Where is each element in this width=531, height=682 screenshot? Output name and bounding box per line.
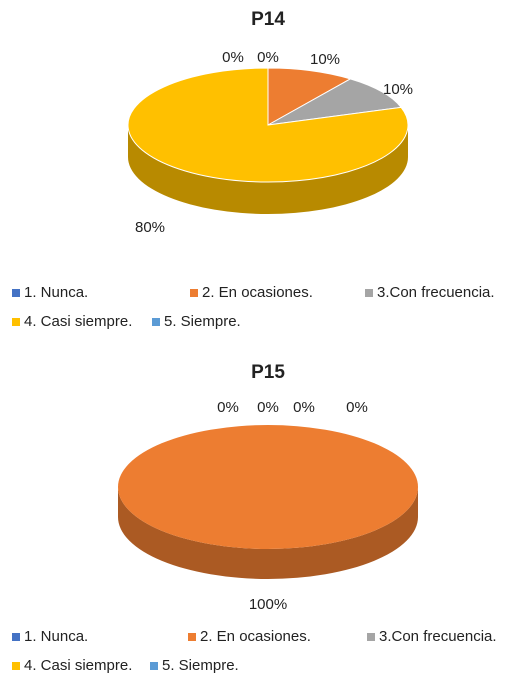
legend-swatch: [365, 289, 373, 297]
legend-swatch: [152, 318, 160, 326]
slice: [267, 67, 352, 126]
data-label: 100%: [249, 596, 287, 613]
legend-swatch: [188, 633, 196, 641]
legend-label: 5. Siempre.: [162, 657, 239, 674]
legend-label: 2. En ocasiones.: [200, 628, 311, 645]
data-label: 0%: [222, 49, 244, 66]
slice-side: [118, 487, 418, 579]
slice: [118, 425, 418, 549]
legend-label: 1. Nunca.: [24, 284, 88, 301]
data-label: 0%: [257, 399, 279, 416]
data-label: 0%: [293, 399, 315, 416]
data-label: 10%: [383, 81, 413, 98]
legend-swatch: [12, 318, 20, 326]
data-label: 0%: [346, 399, 368, 416]
legend-label: 4. Casi siempre.: [24, 313, 132, 330]
slice: [267, 78, 403, 126]
legend-label: 4. Casi siempre.: [24, 657, 132, 674]
legend-label: 3.Con frecuencia.: [377, 284, 495, 301]
data-label: 80%: [135, 219, 165, 236]
legend-label: 2. En ocasiones.: [202, 284, 313, 301]
legend-label: 3.Con frecuencia.: [379, 628, 497, 645]
legend-label: 1. Nunca.: [24, 628, 88, 645]
legend-swatch: [12, 662, 20, 670]
legend-swatch: [367, 633, 375, 641]
legend-label: 5. Siempre.: [164, 313, 241, 330]
data-label: 0%: [257, 49, 279, 66]
legend-swatch: [12, 633, 20, 641]
slice-side: [128, 125, 408, 214]
legend-swatch: [12, 289, 20, 297]
data-label: 10%: [310, 51, 340, 68]
legend-swatch: [150, 662, 158, 670]
chart-title: P14: [251, 9, 285, 30]
legend-swatch: [190, 289, 198, 297]
chart-title: P15: [251, 362, 285, 383]
slice: [127, 67, 409, 183]
data-label: 0%: [217, 399, 239, 416]
